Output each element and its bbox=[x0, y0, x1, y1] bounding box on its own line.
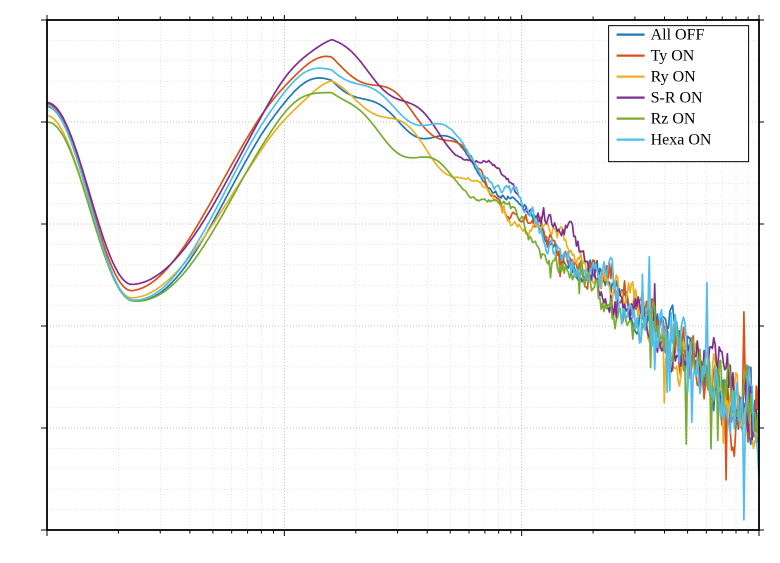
legend-label-2: Ry ON bbox=[651, 69, 697, 86]
legend-label-1: Ty ON bbox=[651, 48, 695, 65]
legend-label-4: Rz ON bbox=[651, 111, 696, 128]
legend-label-5: Hexa ON bbox=[651, 132, 712, 149]
legend: All OFF Ty ON Ry ON S-R ON Rz ON Hexa ON bbox=[609, 26, 749, 162]
legend-label-3: S-R ON bbox=[651, 90, 703, 107]
legend-label-0: All OFF bbox=[651, 27, 705, 44]
chart-plot: All OFF Ty ON Ry ON S-R ON Rz ON Hexa ON bbox=[0, 0, 780, 563]
chart-container: All OFF Ty ON Ry ON S-R ON Rz ON Hexa ON bbox=[0, 0, 780, 563]
